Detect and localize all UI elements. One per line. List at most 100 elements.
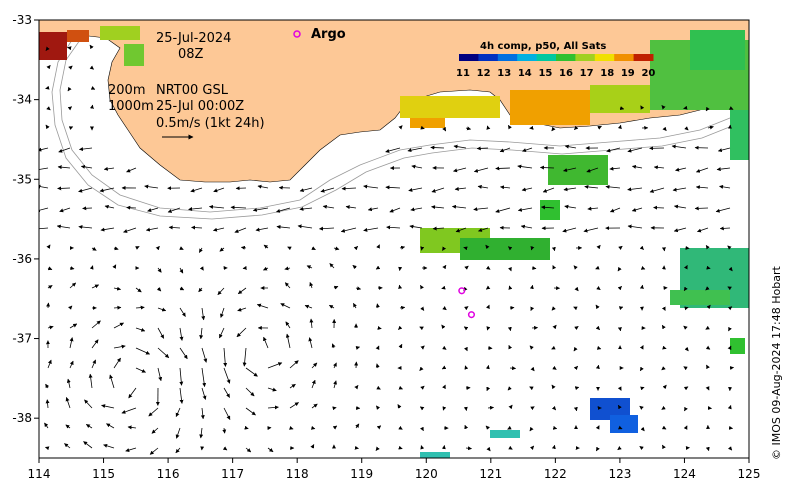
current-vector	[255, 227, 269, 232]
current-vector	[257, 184, 269, 189]
current-vector	[684, 306, 689, 311]
current-vector	[57, 186, 71, 191]
current-vector	[113, 286, 122, 291]
current-vector	[219, 247, 225, 252]
current-vector	[46, 244, 51, 249]
current-vector	[135, 367, 146, 373]
current-vector	[340, 227, 357, 233]
current-vector	[522, 147, 533, 152]
current-vector	[389, 207, 401, 213]
current-vector	[442, 384, 446, 390]
current-vector	[451, 204, 467, 209]
current-vector	[420, 125, 425, 130]
current-vector	[398, 445, 403, 450]
current-vector	[508, 266, 512, 272]
current-vector	[200, 407, 205, 420]
x-axis: 114 115 116 117 118 119 120 121 122 123 124 125	[28, 458, 760, 481]
current-vector	[201, 307, 206, 321]
current-vector	[331, 343, 336, 349]
current-vector	[573, 346, 578, 352]
current-vector	[332, 425, 338, 430]
current-vector	[574, 286, 579, 292]
x-tick-label: 117	[221, 467, 244, 481]
colorbar-segment	[594, 54, 615, 61]
colorbar-tick-label: 14	[518, 68, 532, 79]
current-vector	[45, 85, 50, 90]
current-vector	[109, 374, 115, 389]
current-vector	[552, 425, 558, 430]
sst-patch	[730, 110, 749, 160]
sst-patch	[510, 90, 590, 125]
current-vector	[727, 245, 732, 250]
current-vector	[729, 366, 734, 370]
current-vector	[706, 304, 711, 310]
current-vector	[367, 207, 379, 212]
current-vector	[619, 106, 625, 111]
current-vector	[244, 425, 249, 430]
current-vector	[149, 447, 159, 455]
current-vector	[113, 305, 122, 310]
current-vector	[309, 282, 314, 289]
scale-label: 0.5m/s (1kt 24h)	[156, 116, 265, 131]
current-vector	[420, 445, 425, 450]
current-vector	[101, 404, 115, 409]
current-vector	[175, 407, 181, 418]
current-vector	[310, 444, 315, 449]
current-vector	[705, 106, 710, 112]
current-vector	[322, 204, 335, 209]
current-vector	[320, 187, 335, 193]
current-vector	[573, 365, 578, 371]
current-vector	[285, 321, 291, 329]
current-vector	[410, 207, 423, 212]
current-vector	[47, 359, 52, 369]
current-vector	[627, 147, 643, 153]
current-vector	[487, 405, 494, 410]
x-tick-label: 114	[28, 467, 51, 481]
y-tick-label: -36	[12, 252, 32, 266]
current-vector	[157, 347, 170, 358]
current-vector	[596, 285, 601, 291]
current-vector	[640, 426, 645, 432]
current-vector	[263, 336, 269, 349]
current-vector	[144, 184, 159, 189]
current-vector	[78, 187, 93, 193]
x-tick-label: 124	[673, 467, 696, 481]
current-vector	[684, 406, 688, 412]
current-vector	[727, 345, 732, 351]
current-vector	[58, 147, 71, 153]
current-vector	[695, 167, 709, 173]
current-vector	[179, 387, 184, 404]
current-vector	[639, 405, 644, 410]
current-vector	[65, 397, 71, 409]
current-vector	[341, 186, 357, 191]
argo-legend-marker	[293, 30, 301, 38]
current-vector	[672, 187, 687, 192]
sst-patch	[540, 200, 560, 220]
current-vector	[508, 344, 513, 350]
current-vector	[354, 385, 359, 390]
current-vector	[333, 362, 337, 369]
colorbar-segment	[614, 54, 635, 61]
current-vector	[617, 326, 622, 332]
current-vector	[617, 266, 622, 272]
current-vector	[285, 333, 291, 349]
current-vector	[653, 205, 665, 210]
current-vector	[684, 126, 689, 131]
current-vector	[640, 105, 645, 110]
current-vector	[155, 245, 160, 251]
x-tick-label: 115	[92, 467, 115, 481]
current-vector	[284, 282, 291, 289]
current-vector	[299, 206, 313, 211]
current-vector	[113, 246, 119, 251]
current-vector	[275, 207, 291, 213]
current-vector	[595, 425, 600, 430]
current-vector	[199, 266, 204, 271]
current-vector	[453, 144, 467, 149]
x-tick-label: 116	[157, 467, 180, 481]
current-vector	[57, 165, 71, 170]
current-vector	[539, 165, 555, 170]
current-vector	[717, 147, 731, 153]
sst-colorbar: 11 12 13 14 15 16 17 18 19 20	[456, 54, 655, 79]
current-vector	[563, 187, 577, 192]
current-vector	[69, 282, 77, 289]
